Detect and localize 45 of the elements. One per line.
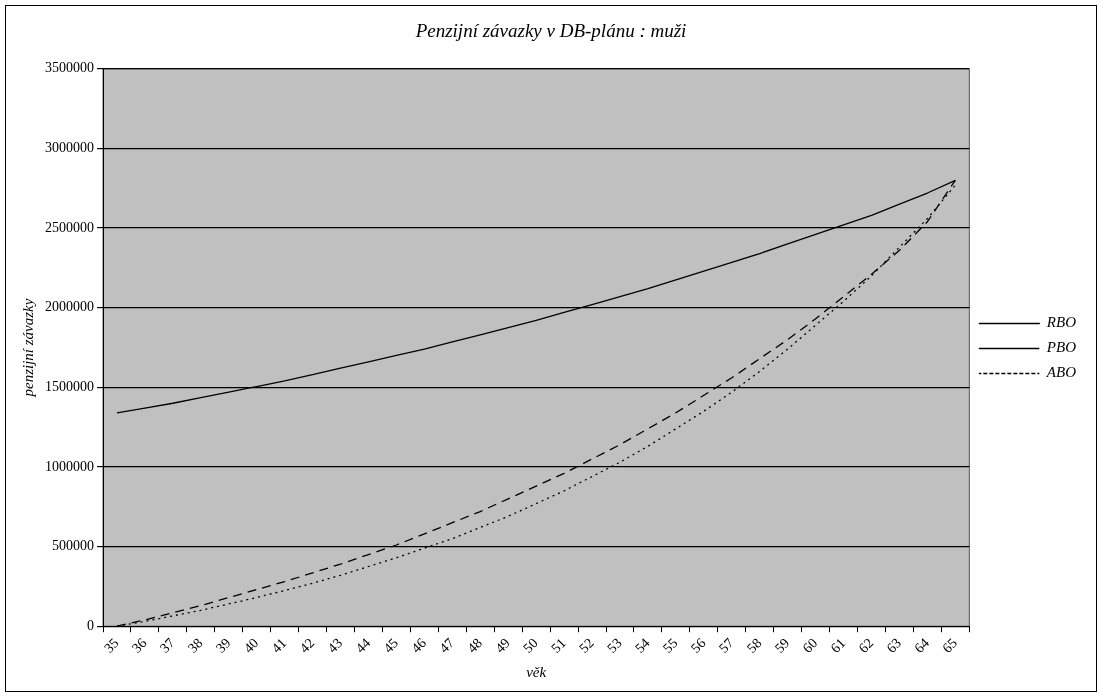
- legend-label: ABO: [1045, 364, 1077, 381]
- x-tick-label: 59: [771, 635, 793, 656]
- x-tick-label: 64: [911, 635, 933, 656]
- y-tick-label: 500000: [52, 538, 94, 554]
- legend-label: PBO: [1045, 339, 1077, 356]
- legend-label: RBO: [1045, 314, 1077, 331]
- x-tick-label: 52: [576, 635, 597, 656]
- x-tick-label: 40: [240, 635, 262, 656]
- x-tick-label: 36: [129, 635, 150, 656]
- x-tick-label: 41: [268, 635, 290, 656]
- x-tick-label: 48: [464, 635, 485, 656]
- x-tick-label: 58: [743, 635, 765, 656]
- x-tick-label: 39: [212, 635, 234, 656]
- x-tick-label: 54: [632, 635, 653, 656]
- x-tick-label: 44: [352, 635, 374, 656]
- x-tick-label: 55: [660, 635, 681, 656]
- y-tick-label: 0: [87, 617, 94, 633]
- y-tick-label: 1000000: [45, 458, 94, 474]
- y-tick-label: 2500000: [45, 219, 94, 235]
- y-tick-label: 2000000: [45, 299, 94, 315]
- x-tick-label: 35: [101, 635, 122, 656]
- y-axis-title: penzijní závazky: [19, 298, 36, 398]
- y-tick-label: 3500000: [45, 60, 94, 76]
- x-tick-label: 50: [520, 635, 541, 656]
- x-axis-title: věk: [526, 663, 547, 680]
- x-tick-label: 51: [548, 635, 569, 656]
- y-tick-label: 1500000: [45, 379, 94, 394]
- x-tick-label: 57: [716, 635, 737, 656]
- x-tick-label: 38: [185, 635, 206, 656]
- x-tick-label: 60: [799, 635, 821, 656]
- x-tick-label: 37: [157, 635, 178, 656]
- x-tick-label: 53: [604, 635, 625, 656]
- x-tick-label: 43: [324, 635, 346, 656]
- x-tick-label: 42: [296, 635, 318, 656]
- chart-title: Penzijní závazky v DB-plánu : muži: [414, 20, 687, 42]
- x-tick-label: 62: [855, 635, 877, 656]
- x-tick-label: 65: [939, 635, 961, 656]
- x-tick-label: 49: [492, 635, 513, 656]
- y-tick-label: 3000000: [45, 140, 94, 156]
- x-tick-label: 46: [408, 635, 430, 656]
- x-tick-label: 63: [883, 635, 905, 656]
- x-tick-label: 61: [827, 635, 849, 656]
- x-tick-label: 47: [436, 635, 458, 656]
- x-tick-label: 56: [688, 635, 709, 656]
- x-tick-label: 45: [380, 635, 402, 656]
